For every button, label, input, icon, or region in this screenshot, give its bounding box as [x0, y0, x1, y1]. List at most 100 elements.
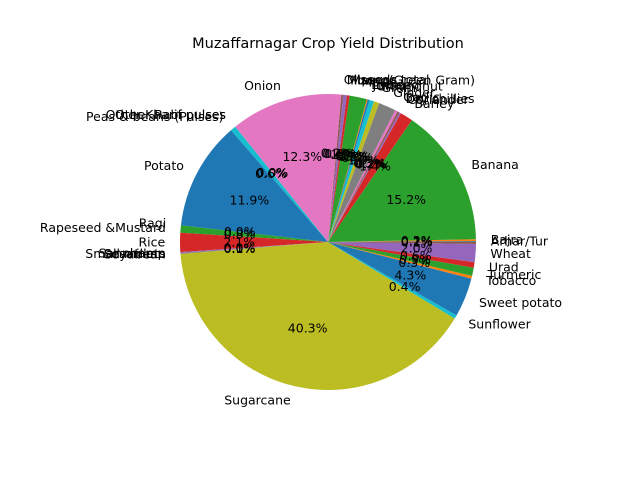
pie-slice	[328, 113, 412, 242]
slice-label: Turmeric	[486, 267, 541, 282]
slice-label: Garlic	[403, 90, 439, 105]
pie-slice	[328, 242, 473, 279]
slice-percent-label: 1.9%	[348, 153, 380, 168]
slice-label: Barley	[414, 96, 455, 111]
slice-percent-label: 0.2%	[354, 156, 386, 171]
slice-label: Rapeseed &Mustard	[40, 220, 166, 235]
pie-slice	[328, 101, 380, 242]
pie-slice	[328, 242, 457, 319]
pie-slice	[328, 99, 368, 243]
slice-label: Onion	[244, 78, 281, 93]
slice-percent-label: 0.1%	[336, 148, 368, 163]
pie-slice	[230, 126, 328, 242]
slice-percent-label: 0.1%	[401, 234, 433, 249]
slice-label: Groundnut	[376, 78, 443, 93]
slice-label: Urad	[489, 259, 519, 274]
slice-label: Sunflower	[468, 316, 531, 331]
slice-label: Masoor	[350, 73, 396, 88]
slice-label: Dry chillies	[406, 91, 475, 106]
slice-label: Soyabean	[104, 247, 166, 262]
pie-slice	[328, 242, 474, 276]
slice-label: Arhar/Tur	[491, 233, 549, 248]
slice-percent-label: 12.3%	[282, 149, 322, 164]
pie-slice	[328, 95, 350, 243]
slice-percent-label: 15.2%	[386, 192, 426, 207]
slice-percent-label: 0.5%	[338, 149, 370, 164]
slice-percent-label: 0.0%	[224, 241, 256, 256]
slice-label: Tobacco	[485, 273, 536, 288]
slice-label: Linseed	[371, 77, 419, 92]
slice-percent-label: 0.3%	[324, 146, 356, 161]
slice-percent-label: 1.9%	[330, 147, 362, 162]
slice-label: Sannhamp	[98, 246, 165, 261]
slice-label: Sesamum	[104, 246, 166, 261]
slice-percent-label: 0.1%	[224, 240, 256, 255]
slice-label: Peas & beans (Pulses)	[86, 109, 224, 124]
slice-percent-label: 0.4%	[389, 279, 421, 294]
slice-percent-label: 2.1%	[223, 234, 255, 249]
slice-percent-label: 1.4%	[359, 159, 391, 174]
pie-slice	[328, 242, 476, 263]
pie-slice	[180, 130, 328, 242]
slice-percent-label: 0.4%	[322, 146, 354, 161]
slice-percent-label: 0.2%	[401, 235, 433, 250]
slice-label: Jowar	[372, 77, 408, 92]
slice-percent-label: 0.8%	[224, 226, 256, 241]
pie-slice	[328, 242, 477, 244]
slice-percent-label: 0.6%	[341, 150, 373, 165]
pie-slice	[180, 232, 328, 253]
pie-slice	[180, 242, 328, 254]
pie-slice	[328, 103, 396, 243]
slice-percent-label: 2.0%	[401, 241, 433, 256]
pie-slice	[328, 241, 477, 242]
slice-label: Ginger	[393, 85, 436, 100]
slice-label: Rice	[138, 235, 165, 250]
slice-label: Coriander	[407, 92, 469, 107]
slice-percent-label: 0.2%	[321, 146, 353, 161]
slice-percent-label: 0.9%	[399, 252, 431, 267]
slice-label: Bajra	[491, 232, 524, 247]
pie-slice	[328, 239, 476, 242]
slice-label: Other Kharif pulses	[106, 107, 226, 122]
slice-label: Oilseeds total	[344, 72, 430, 87]
slice-label: Sugarcane	[224, 392, 291, 407]
slice-label: Potato	[144, 158, 184, 173]
pie-slice	[180, 225, 328, 242]
pie-slice	[328, 94, 347, 242]
slice-percent-label: 0.6%	[400, 248, 432, 263]
slice-label: Ragi	[139, 216, 166, 231]
slice-label: Maize	[361, 75, 397, 90]
slice-label: Wheat	[490, 246, 531, 261]
slice-percent-label: 11.9%	[230, 193, 270, 208]
pie-slice	[328, 242, 472, 316]
pie-slice	[328, 120, 476, 242]
slice-percent-label: 40.3%	[288, 320, 328, 335]
slice-percent-label: 0.3%	[398, 255, 430, 270]
pie-slice	[328, 111, 400, 243]
slice-percent-label: 0.0%	[256, 165, 288, 180]
slice-percent-label: 0.2%	[355, 156, 387, 171]
pie-slice	[328, 112, 401, 242]
pie-slice	[328, 94, 344, 242]
slice-label: Moong(Green Gram)	[347, 72, 475, 87]
pie-slice	[180, 242, 328, 254]
pie-slice	[180, 242, 455, 390]
slice-percent-label: 0.2%	[336, 149, 368, 164]
slice-label: Gram	[381, 80, 416, 95]
slice-percent-label: 0.6%	[255, 166, 287, 181]
slice-percent-label: 0.1%	[224, 241, 256, 256]
slice-percent-label: 0.0%	[256, 165, 288, 180]
slice-label: Sweet potato	[479, 295, 562, 310]
slice-percent-label: 4.3%	[394, 267, 426, 282]
chart-title: Muzaffarnagar Crop Yield Distribution	[192, 36, 464, 52]
slice-percent-labels: 0.1%0.2%15.2%1.4%0.2%0.2%0.3%1.9%0.6%0.5…	[223, 146, 432, 336]
slice-label: Other Rabi pulses	[115, 107, 226, 122]
slice-percent-label: 0.2%	[401, 233, 433, 248]
pie-slice	[328, 95, 367, 242]
pie-slices	[180, 94, 477, 390]
slice-label: Banana	[471, 157, 518, 172]
slice-percent-label: 0.0%	[224, 224, 256, 239]
slice-percent-label: 0.3%	[353, 155, 385, 170]
